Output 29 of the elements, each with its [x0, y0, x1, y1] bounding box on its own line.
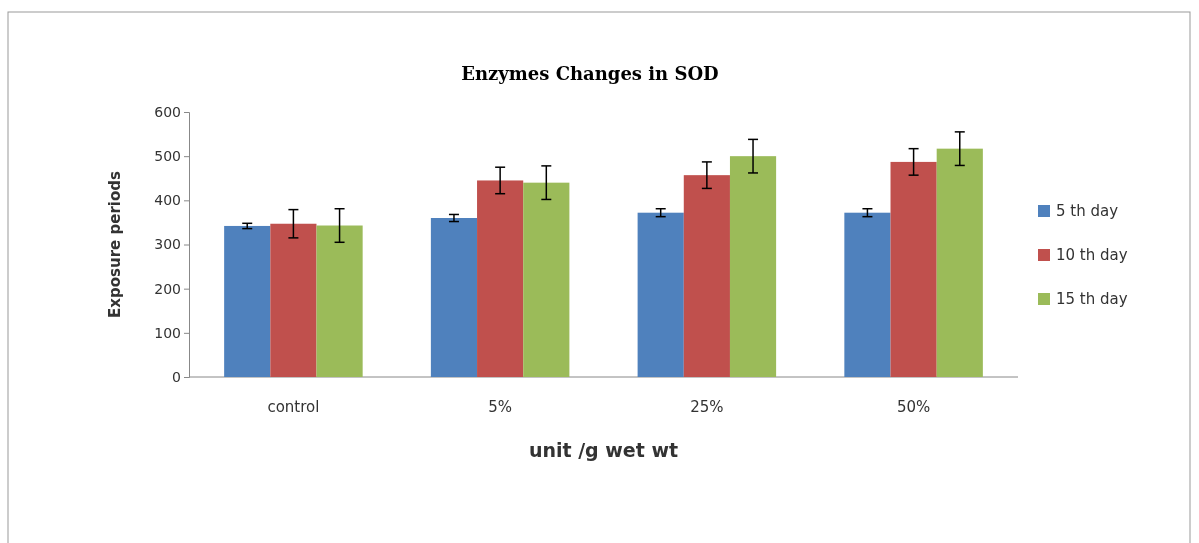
- bar: [316, 225, 363, 377]
- y-tick-label: 200: [154, 280, 181, 297]
- x-tick-label: 50%: [896, 397, 931, 416]
- x-tick-label: control: [267, 397, 320, 416]
- chart-title: Enzymes Changes in SOD: [461, 63, 719, 84]
- legend-label: 15 th day: [1056, 290, 1128, 308]
- bar: [890, 161, 937, 377]
- bar: [936, 148, 983, 377]
- y-tick-label: 300: [154, 236, 181, 253]
- bar: [224, 225, 271, 377]
- x-tick-label: 25%: [690, 397, 724, 416]
- x-tick-label: 5%: [488, 397, 513, 416]
- bar: [683, 175, 730, 377]
- bar: [430, 218, 478, 377]
- y-axis-title: Exposure periods: [106, 171, 124, 318]
- y-tick-label: 100: [154, 324, 181, 341]
- y-tick-label: 500: [154, 148, 181, 165]
- bar: [270, 223, 317, 377]
- legend-label: 10 th day: [1056, 246, 1128, 264]
- bar: [637, 212, 684, 377]
- bar: [523, 182, 570, 377]
- bar: [477, 180, 524, 377]
- bar: [729, 156, 777, 377]
- y-tick-label: 400: [154, 192, 181, 209]
- bar: [844, 212, 891, 377]
- x-axis-title: unit /g wet wt: [528, 439, 679, 461]
- legend-label: 5 th day: [1056, 202, 1119, 220]
- y-tick-label: 0: [172, 368, 181, 385]
- y-tick-label: 600: [154, 103, 181, 120]
